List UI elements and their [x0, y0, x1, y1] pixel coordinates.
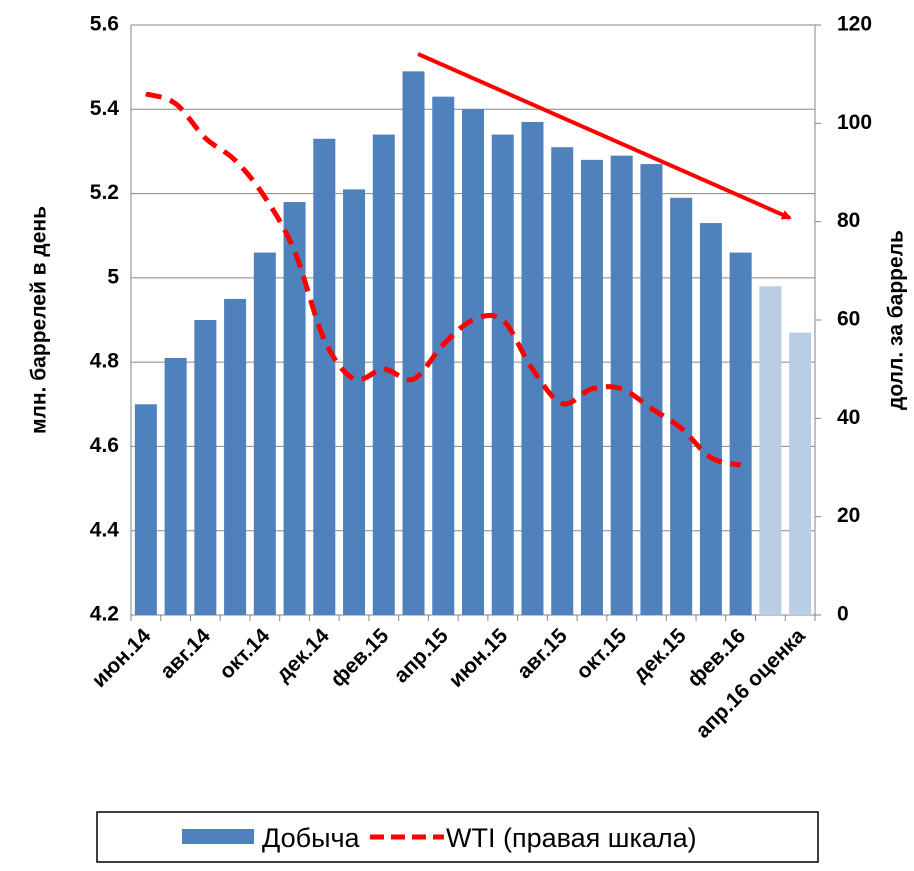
bar — [372, 134, 395, 616]
y-tick-label: 5.6 — [90, 13, 119, 36]
y2-axis-title: долл. за баррель — [885, 230, 908, 410]
x-tick-label: окт.15 — [572, 624, 632, 684]
y-tick-label: 5 — [107, 265, 119, 288]
legend-label: Добыча — [262, 823, 361, 853]
bar — [699, 223, 722, 616]
bar — [610, 155, 633, 615]
bar — [491, 134, 514, 616]
bar — [729, 252, 752, 616]
y-tick-label: 4.4 — [90, 518, 120, 541]
line — [145, 91, 742, 468]
bar — [402, 71, 425, 616]
y-tick-label: 5.2 — [90, 181, 119, 204]
y-tick-label: 4.2 — [90, 603, 119, 626]
x-tick-label: апр.16 оценка — [691, 624, 810, 743]
x-tick-label: дек.15 — [629, 624, 691, 686]
y2-tick-label: 120 — [837, 13, 872, 36]
bar — [759, 286, 782, 615]
bar — [461, 109, 485, 616]
x-tick-label: авг.15 — [513, 624, 572, 683]
y2-tick-label: 40 — [837, 406, 860, 429]
x-tick-label: июн.14 — [88, 624, 156, 692]
y-axis-title: млн. баррелей в день — [28, 206, 51, 434]
bar — [164, 357, 187, 615]
x-tick-label: фев.15 — [326, 624, 393, 691]
trend-arrow — [417, 52, 792, 220]
legend-label: WTI (правая шкала) — [446, 823, 697, 853]
bar — [640, 164, 663, 616]
marks — [134, 71, 812, 616]
y2-tick-label: 20 — [837, 504, 860, 527]
bar — [134, 404, 157, 615]
y-tick-label: 4.8 — [90, 350, 120, 373]
y2-tick-label: 0 — [837, 603, 849, 626]
y2-tick-label: 60 — [837, 308, 860, 331]
bar — [432, 96, 455, 615]
bar — [789, 332, 812, 615]
bar — [551, 147, 574, 615]
x-tick-label: окт.14 — [215, 624, 275, 684]
bar — [224, 298, 247, 615]
x-tick-label: авг.14 — [156, 624, 215, 683]
bar — [283, 202, 306, 615]
bar — [670, 197, 693, 616]
y2-tick-label: 100 — [837, 111, 872, 134]
y-tick-label: 5.4 — [90, 97, 120, 120]
bar — [343, 189, 366, 615]
bar — [194, 320, 217, 615]
legend: Добыча WTI (правая шкала) — [182, 823, 697, 853]
legend-swatch — [182, 829, 254, 844]
x-tick-label: дек.14 — [272, 624, 334, 686]
x-tick-label: апр.15 — [390, 624, 453, 687]
bar — [253, 252, 276, 616]
y-tick-label: 4.6 — [90, 434, 119, 457]
x-tick-label: июн.15 — [445, 624, 513, 692]
bar — [313, 138, 336, 616]
y2-tick-label: 80 — [837, 209, 860, 232]
